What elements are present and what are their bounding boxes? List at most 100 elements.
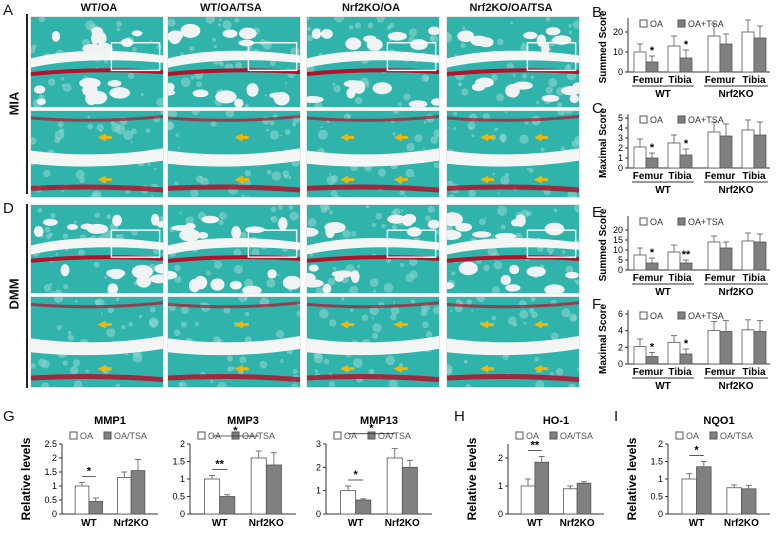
y-tick-label: 1 xyxy=(180,474,185,484)
marrow-texture xyxy=(320,126,322,128)
legend-label: OA xyxy=(650,311,663,321)
marrow-texture xyxy=(44,227,50,233)
bone-cavity xyxy=(132,265,153,279)
marrow-texture xyxy=(324,359,329,364)
bar xyxy=(680,354,692,364)
significance-marker: * xyxy=(233,425,238,437)
significance-marker: * xyxy=(87,466,92,478)
marrow-texture xyxy=(421,74,429,82)
marrow-texture xyxy=(206,271,211,276)
bone-cavity xyxy=(267,269,276,278)
y-tick-label: 2.5 xyxy=(44,439,57,449)
marrow-texture xyxy=(425,215,431,221)
marrow-texture xyxy=(392,132,395,135)
marrow-texture xyxy=(496,94,504,102)
marrow-texture xyxy=(151,195,153,197)
chart-title: HO-1 xyxy=(543,415,569,427)
marrow-texture xyxy=(61,77,64,80)
marrow-texture xyxy=(460,43,465,48)
marrow-texture xyxy=(315,369,318,372)
marrow-texture xyxy=(87,124,93,130)
marrow-texture xyxy=(492,173,495,176)
legend-swatch xyxy=(676,432,683,439)
bone-cavity xyxy=(323,284,332,294)
bone-cavity xyxy=(210,278,224,290)
marrow-texture xyxy=(411,299,415,303)
bone-cavity xyxy=(283,276,301,290)
marrow-texture xyxy=(410,270,418,278)
bone-cavity xyxy=(108,283,118,294)
category-label: Femur xyxy=(705,367,736,378)
marrow-texture xyxy=(522,42,525,45)
y-tick-label: 5 xyxy=(618,113,623,123)
marrow-texture xyxy=(276,330,284,338)
marrow-texture xyxy=(387,26,391,30)
legend-label: OA+TSA xyxy=(688,311,724,321)
bar xyxy=(720,44,732,72)
bar xyxy=(521,486,535,514)
marrow-texture xyxy=(350,308,354,312)
marrow-texture xyxy=(523,322,526,325)
marrow-texture xyxy=(556,368,563,375)
marrow-texture xyxy=(234,265,243,274)
column-title-nrf2ko-oa-tsa: Nrf2KO/OA/TSA xyxy=(446,2,576,14)
bone-cavity xyxy=(181,24,201,38)
category-label: Femur xyxy=(633,367,664,378)
stain-section xyxy=(168,17,301,108)
marrow-texture xyxy=(57,325,62,330)
bone-cavity xyxy=(34,85,45,93)
bone-cavity xyxy=(570,95,579,104)
marrow-texture xyxy=(541,147,545,151)
y-tick-label: 0.5 xyxy=(172,492,185,502)
bar xyxy=(742,130,754,168)
marrow-texture xyxy=(373,290,376,293)
marrow-texture xyxy=(239,356,246,363)
y-tick-label: 0 xyxy=(180,509,185,519)
bone-cavity xyxy=(112,215,122,227)
legend-swatch xyxy=(70,432,77,439)
bone-cavity xyxy=(223,29,238,37)
marrow-texture xyxy=(513,74,516,77)
marrow-texture xyxy=(75,300,78,303)
bone-cavity xyxy=(545,223,565,236)
bone-cavity xyxy=(193,90,209,98)
marrow-texture xyxy=(292,122,296,126)
category-label: Tibia xyxy=(742,273,766,284)
marrow-texture xyxy=(131,128,137,134)
bone-cavity xyxy=(344,80,362,87)
bone-cavity xyxy=(523,32,537,39)
category-label: Nrf2KO xyxy=(114,518,149,529)
stain-section xyxy=(447,297,580,388)
chart-title: NQO1 xyxy=(703,415,734,427)
legend-swatch xyxy=(198,432,205,439)
marrow-texture xyxy=(116,21,122,27)
legend-label: OA xyxy=(344,431,357,441)
marrow-texture xyxy=(368,369,374,375)
marrow-texture xyxy=(106,328,115,337)
category-label: Femur xyxy=(705,171,736,182)
marrow-texture xyxy=(214,260,222,268)
marrow-texture xyxy=(106,214,111,219)
category-label: Femur xyxy=(705,273,736,284)
marrow-texture xyxy=(147,163,150,166)
legend-swatch xyxy=(334,432,341,439)
marrow-texture xyxy=(244,297,247,300)
legend-label: OA xyxy=(686,431,699,441)
marrow-texture xyxy=(318,130,328,140)
marrow-texture xyxy=(139,315,143,319)
marrow-texture xyxy=(333,267,337,271)
y-tick-label: 4 xyxy=(618,326,623,336)
marrow-texture xyxy=(372,317,374,319)
y-tick-label: 0.5 xyxy=(44,495,57,505)
y-axis-label: Relative levels xyxy=(625,437,639,520)
marrow-texture xyxy=(554,208,558,212)
y-axis-label: Summed Score xyxy=(598,208,609,281)
bone-cavity xyxy=(198,232,208,239)
bone-cavity xyxy=(79,78,101,88)
marrow-texture xyxy=(329,381,335,387)
marrow-texture xyxy=(49,233,53,237)
bone-cavity xyxy=(52,31,60,42)
y-tick-label: 1.5 xyxy=(44,467,57,477)
marrow-texture xyxy=(372,223,376,227)
